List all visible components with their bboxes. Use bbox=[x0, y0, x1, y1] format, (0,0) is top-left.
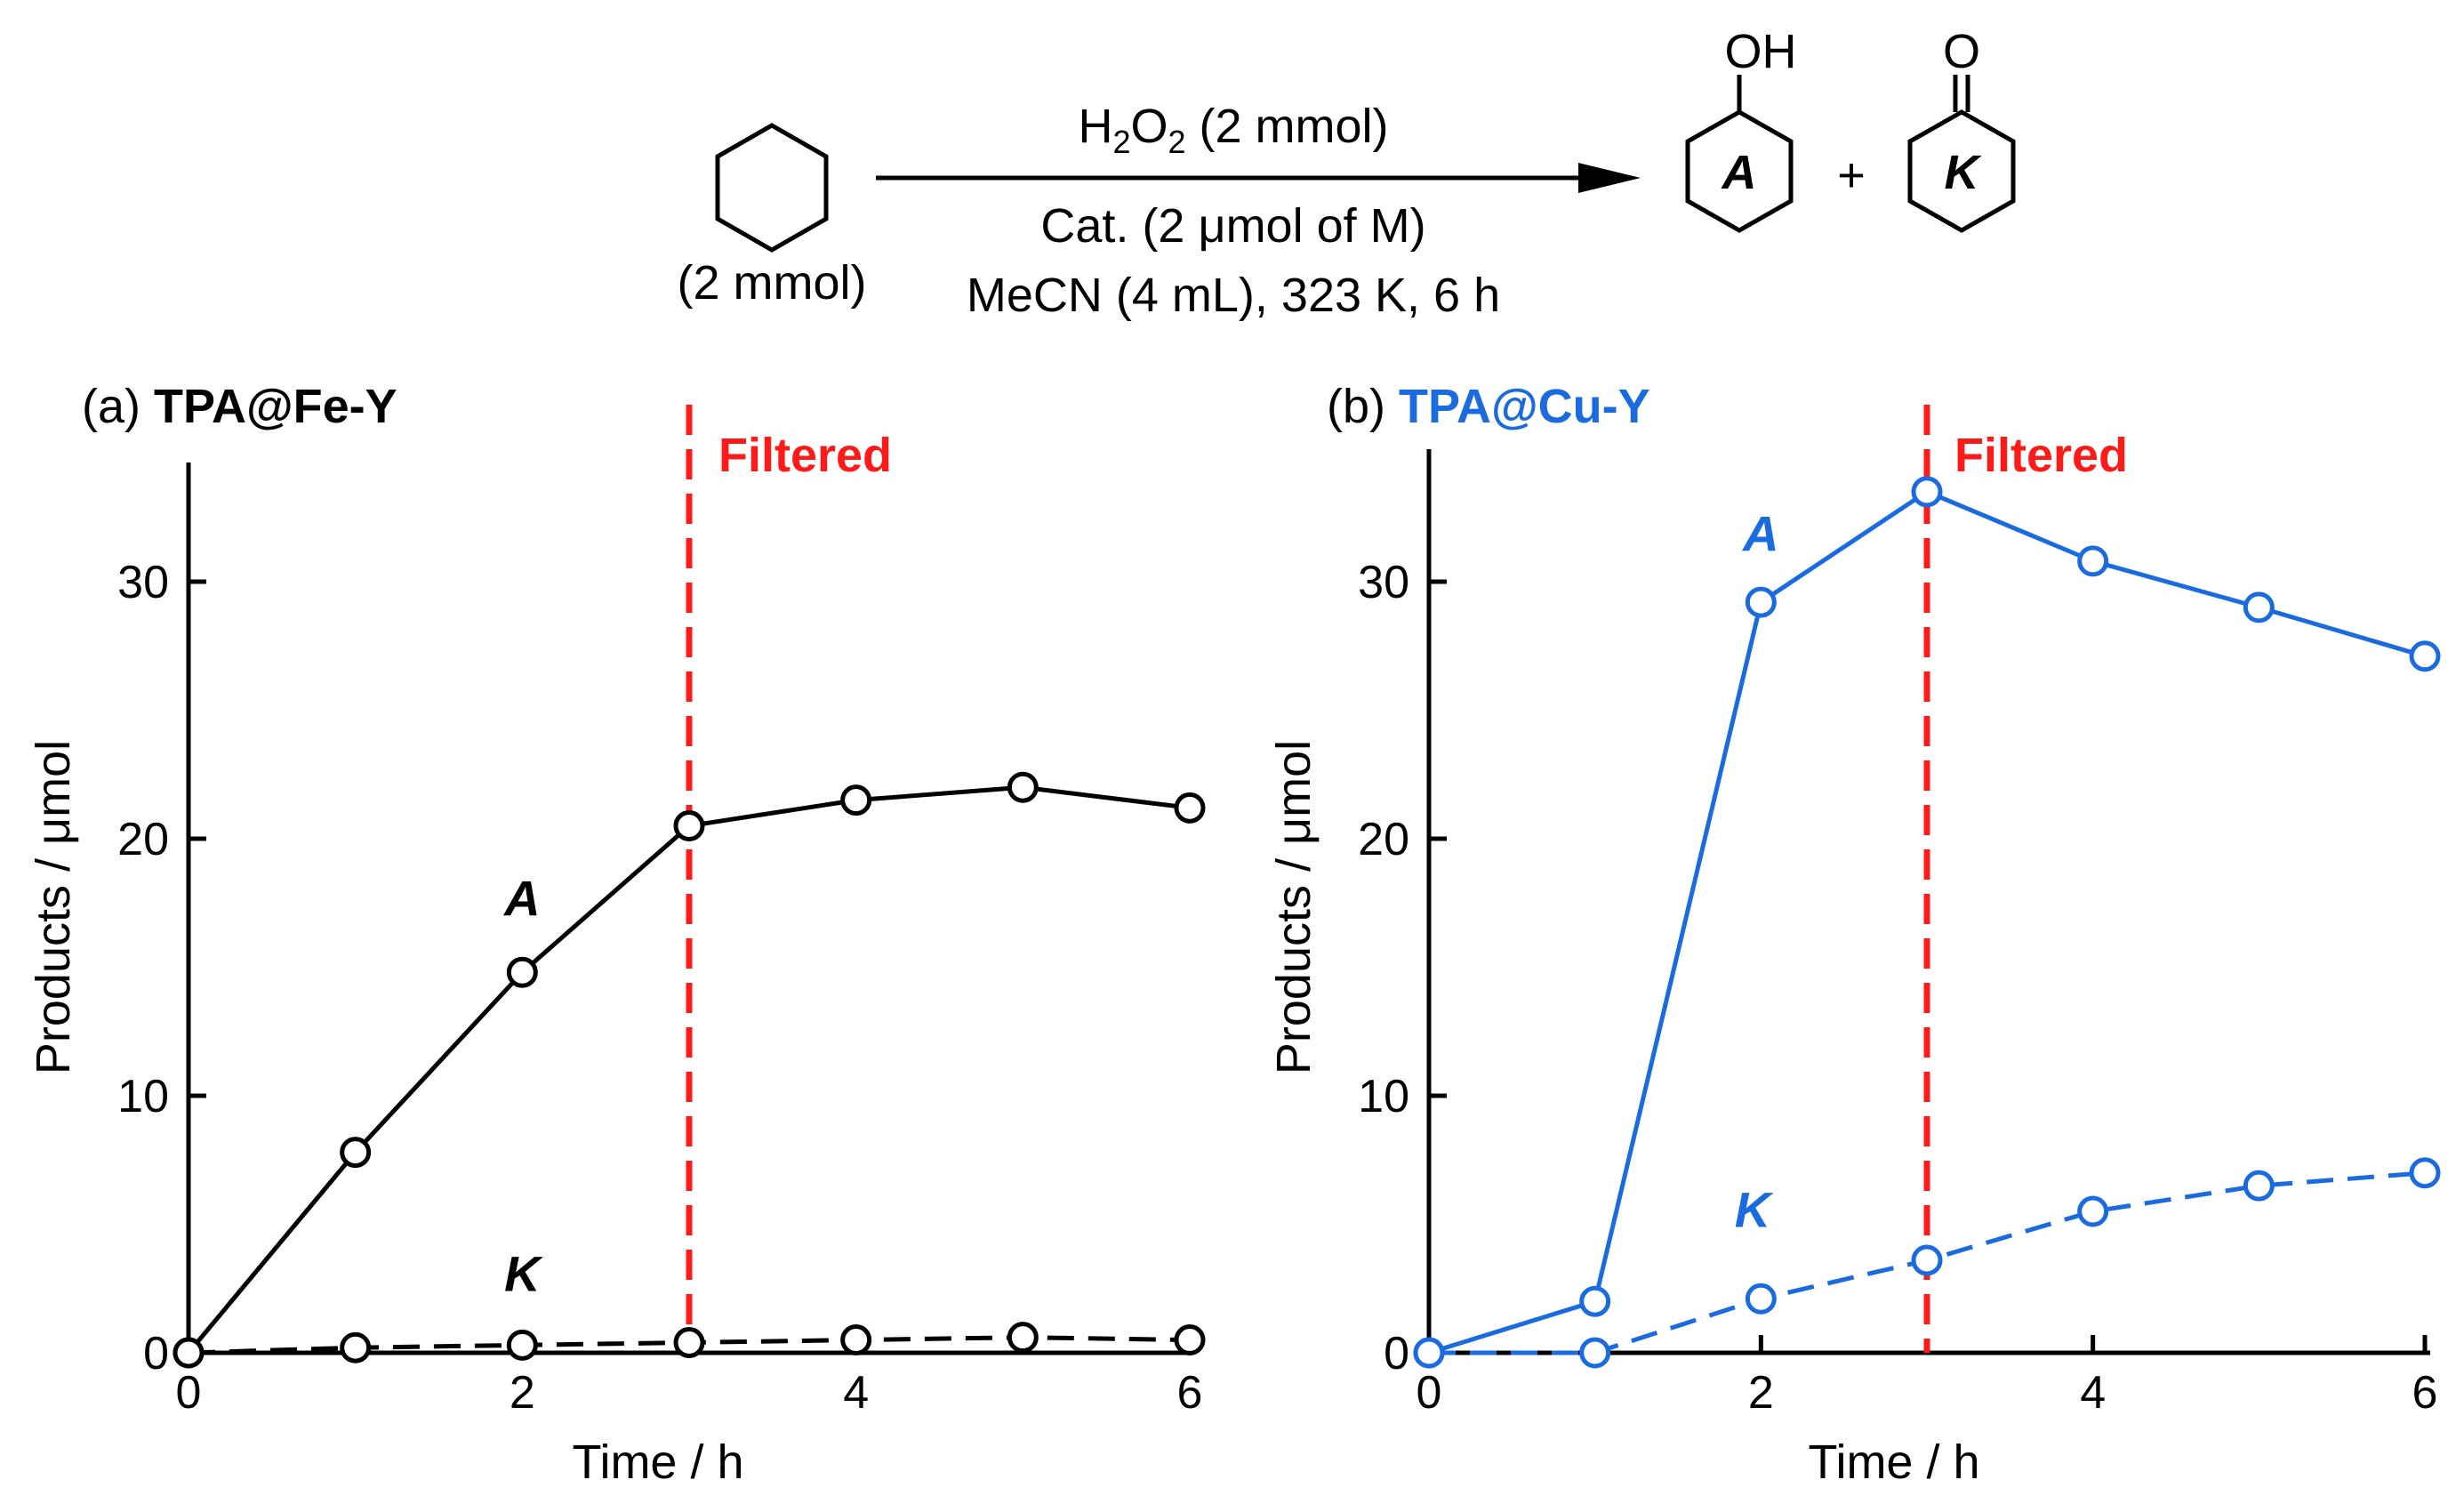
panel-b-series-a-label: A bbox=[1741, 505, 1778, 561]
panel-b-series-a-point bbox=[2409, 640, 2441, 672]
reagent-line-3: MeCN (4 mL), 323 K, 6 h bbox=[967, 269, 1500, 322]
panel-b-catalyst: TPA@Cu-Y bbox=[1399, 380, 1650, 433]
panel-a-y-tick-label: 20 bbox=[117, 814, 169, 865]
panel-b-label: (b) bbox=[1327, 380, 1385, 433]
panel-a-label: (a) bbox=[82, 380, 140, 433]
panel-b-series-a-point bbox=[1579, 1285, 1611, 1317]
panel-a-series-a-point bbox=[840, 784, 872, 816]
panel-a-series-a-point bbox=[173, 1337, 205, 1369]
panel-a-x-tick-label: 4 bbox=[843, 1367, 869, 1419]
panel-a-series-k-point bbox=[673, 1326, 705, 1358]
panel-b-series-k-label: K bbox=[1735, 1181, 1774, 1237]
panel-b-x-tick-label: 2 bbox=[1748, 1367, 1774, 1419]
panel-b-series-k-point bbox=[2077, 1195, 2109, 1227]
panel-b-filter-label: Filtered bbox=[1954, 429, 2128, 482]
panel-b-xlabel: Time / h bbox=[1808, 1436, 1979, 1489]
panel-b-series-k-point bbox=[1579, 1337, 1611, 1369]
panel-a-series-a-label: A bbox=[502, 871, 540, 927]
product-k-structure: O K bbox=[1907, 25, 2016, 233]
panel-b-series-k-point bbox=[1911, 1244, 1943, 1276]
panel-b-x-tick-label: 4 bbox=[2080, 1367, 2106, 1419]
panel-b-y-tick-label: 20 bbox=[1358, 814, 1409, 865]
panel-a-chart: (a) TPA@Fe-Y Time / h Products / μmol Fi… bbox=[27, 380, 1206, 1489]
panel-a-series-k-point bbox=[840, 1324, 872, 1356]
product-k-label: K bbox=[1945, 146, 1983, 199]
panel-a-y-tick-label: 30 bbox=[117, 557, 169, 608]
panel-a-series-a-point bbox=[1007, 771, 1039, 803]
panel-a-x-tick-label: 6 bbox=[1177, 1367, 1203, 1419]
panel-a-series-a-point bbox=[1174, 792, 1206, 824]
panel-a-series-k-point bbox=[1174, 1324, 1206, 1356]
panel-b-series-a-point bbox=[1911, 476, 1943, 508]
panel-b-series-k-point bbox=[2243, 1170, 2275, 1202]
product-k-o: O bbox=[1943, 25, 1980, 78]
product-a-structure: OH A bbox=[1685, 25, 1797, 233]
panel-a-series-a-point bbox=[673, 810, 705, 842]
panel-b-y-tick-label: 10 bbox=[1358, 1071, 1409, 1122]
panel-b-series-a-point bbox=[1413, 1337, 1445, 1369]
panel-a-catalyst: TPA@Fe-Y bbox=[154, 380, 397, 433]
panel-a-series-a-point bbox=[506, 956, 538, 988]
panel-a-series-k-point bbox=[340, 1331, 372, 1363]
panel-a-series-a-point bbox=[340, 1137, 372, 1169]
panel-b-y-tick-label: 0 bbox=[1384, 1328, 1409, 1379]
reaction-scheme: (2 mmol) H2O2 (2 mmol) Cat. (2 μmol of M… bbox=[678, 25, 2016, 322]
product-a-label: A bbox=[1721, 146, 1757, 199]
panel-a-ylabel: Products / μmol bbox=[27, 740, 80, 1074]
panel-a-series-k-point bbox=[1007, 1322, 1039, 1354]
substrate-amount: (2 mmol) bbox=[678, 256, 867, 310]
panel-b-ylabel: Products / μmol bbox=[1267, 740, 1320, 1074]
panel-a-x-tick-label: 0 bbox=[176, 1367, 202, 1419]
reagent-line-2: Cat. (2 μmol of M) bbox=[1040, 199, 1425, 253]
cyclohexane-ring bbox=[715, 123, 829, 253]
panel-a-title: (a) TPA@Fe-Y bbox=[82, 380, 397, 433]
panel-a-y-tick-label: 0 bbox=[143, 1328, 169, 1379]
panel-a-xlabel: Time / h bbox=[572, 1436, 743, 1489]
panel-b-x-tick-label: 6 bbox=[2412, 1367, 2438, 1419]
plus-sign: + bbox=[1837, 149, 1866, 202]
product-a-oh: OH bbox=[1725, 25, 1797, 78]
panel-b-x-tick-label: 0 bbox=[1417, 1367, 1442, 1419]
reagent-line-1: H2O2 (2 mmol) bbox=[1078, 100, 1388, 160]
panel-a-x-tick-label: 2 bbox=[510, 1367, 535, 1419]
panel-b-series-a-point bbox=[2077, 545, 2109, 577]
panel-a-series-k-point bbox=[506, 1329, 538, 1361]
panel-b-series-k-point bbox=[2409, 1157, 2441, 1189]
panel-b-series-a-point bbox=[1745, 586, 1777, 618]
panel-a-filter-label: Filtered bbox=[718, 429, 892, 482]
panel-b-series-k-point bbox=[1745, 1283, 1777, 1315]
reaction-arrowhead bbox=[1578, 163, 1641, 193]
panel-b-chart: (b) TPA@Cu-Y Time / h Products / μmol Fi… bbox=[1267, 380, 2441, 1489]
panel-a-series-k-label: K bbox=[504, 1246, 543, 1302]
panel-b-title: (b) TPA@Cu-Y bbox=[1327, 380, 1650, 433]
panel-b-series-a-point bbox=[2243, 591, 2275, 623]
panel-a-y-tick-label: 10 bbox=[117, 1071, 169, 1122]
panel-b-y-tick-label: 30 bbox=[1358, 557, 1409, 608]
